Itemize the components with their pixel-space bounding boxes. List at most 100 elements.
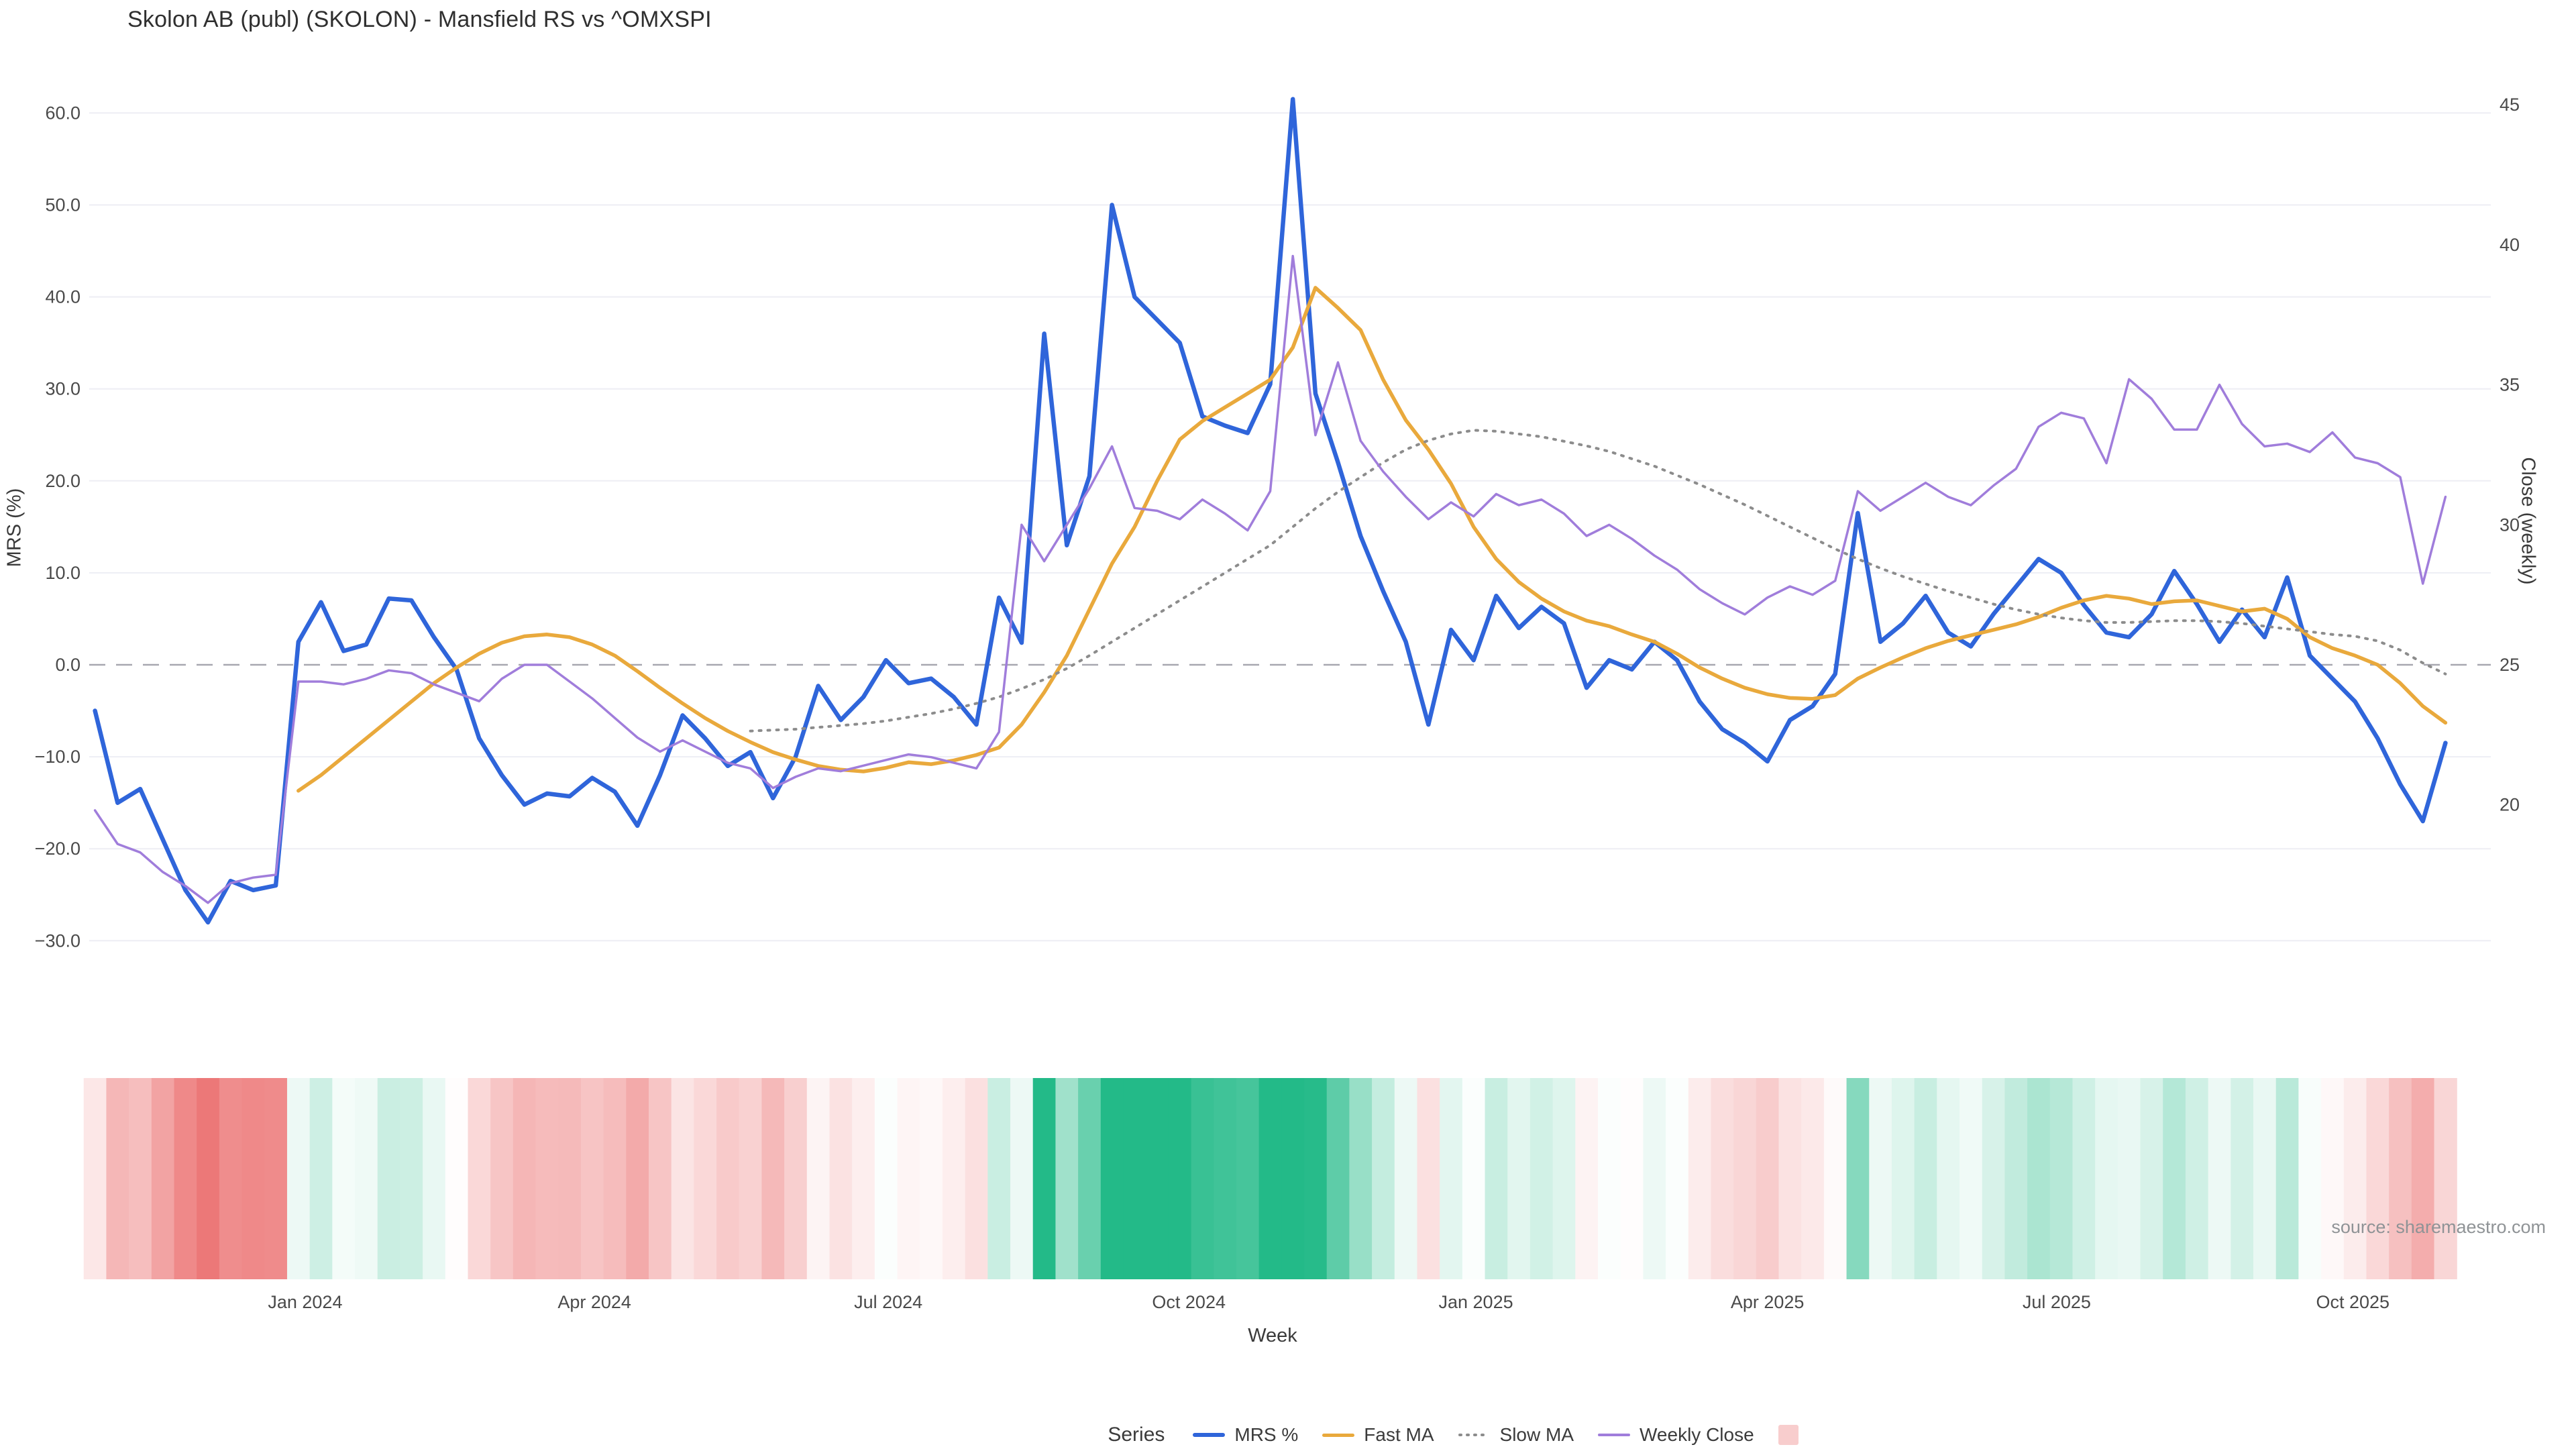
heatmap-cell xyxy=(920,1078,943,1279)
heatmap-cell xyxy=(2411,1078,2435,1279)
heatmap-cell xyxy=(264,1078,288,1279)
heatmap-cell xyxy=(649,1078,672,1279)
heatmap-cell xyxy=(2434,1078,2457,1279)
heatmap-cell xyxy=(106,1078,129,1279)
heatmap-cell xyxy=(1440,1078,1463,1279)
heatmap-cell xyxy=(1032,1078,1057,1279)
right-axis-tick-label: 45 xyxy=(2500,95,2520,115)
heatmap-cell xyxy=(1191,1078,1214,1279)
legend-item-label: Weekly Close xyxy=(1640,1424,1754,1445)
heatmap-cell xyxy=(1100,1078,1124,1279)
heatmap-cell xyxy=(2049,1078,2074,1279)
heatmap-swatch-icon xyxy=(1778,1425,1799,1445)
left-axis-tick-label: −20.0 xyxy=(35,839,80,859)
weekly-close-line xyxy=(93,254,2447,904)
heatmap-cell xyxy=(1214,1078,1237,1279)
heatmap-cell xyxy=(1960,1078,1983,1279)
heatmap-cell xyxy=(1666,1078,1689,1279)
heatmap-cell xyxy=(1417,1078,1440,1279)
heatmap-cell xyxy=(1620,1078,1644,1279)
legend-item-weekly-close[interactable]: Weekly Close xyxy=(1598,1424,1754,1446)
heatmap-cell xyxy=(1258,1078,1282,1279)
x-axis-tick-label: Oct 2024 xyxy=(1152,1292,1226,1312)
legend-title: Series xyxy=(1108,1424,1165,1446)
heatmap-cell xyxy=(2185,1078,2209,1279)
x-axis-tick-label: Apr 2025 xyxy=(1731,1292,1805,1312)
heatmap-cell xyxy=(2027,1078,2051,1279)
heatmap-cell xyxy=(626,1078,649,1279)
heatmap-cell xyxy=(942,1078,966,1279)
heatmap-cell xyxy=(1756,1078,1780,1279)
heatmap-cell xyxy=(355,1078,378,1279)
legend-item-fast-ma[interactable]: Fast MA xyxy=(1322,1424,1434,1446)
heatmap-cell xyxy=(852,1078,875,1279)
heatmap-cell xyxy=(1597,1078,1621,1279)
source-note: source: sharemaestro.com xyxy=(2331,1217,2546,1237)
heatmap-cell xyxy=(332,1078,356,1279)
heatmap-cell xyxy=(1643,1078,1666,1279)
heatmap-cell xyxy=(309,1078,333,1279)
heatmap-cell xyxy=(1914,1078,1937,1279)
legend-item-mrs[interactable]: MRS % xyxy=(1193,1424,1298,1446)
heatmap-cell xyxy=(784,1078,808,1279)
heatmap-cell xyxy=(1281,1078,1305,1279)
heatmap-cell xyxy=(671,1078,694,1279)
left-axis-title: MRS (%) xyxy=(3,488,25,568)
heatmap-cell xyxy=(1078,1078,1102,1279)
heatmap-cell xyxy=(694,1078,717,1279)
heatmap-cell xyxy=(445,1078,469,1279)
heatmap-cell xyxy=(174,1078,197,1279)
heatmap-cell xyxy=(423,1078,446,1279)
right-axis-title: Close (weekly) xyxy=(2517,457,2539,585)
heatmap-cell xyxy=(197,1078,220,1279)
heatmap-cell xyxy=(377,1078,401,1279)
heatmap-cell xyxy=(2253,1078,2277,1279)
heatmap-cell xyxy=(1552,1078,1576,1279)
heatmap-cell xyxy=(1846,1078,1870,1279)
left-axis-tick-label: 50.0 xyxy=(45,195,80,215)
heatmap-cell xyxy=(874,1078,898,1279)
heatmap-cell xyxy=(2140,1078,2163,1279)
heatmap-cell xyxy=(761,1078,785,1279)
heatmap-cell xyxy=(739,1078,763,1279)
heatmap-cell xyxy=(2208,1078,2231,1279)
heatmap-cell xyxy=(490,1078,514,1279)
heatmap-cell xyxy=(2343,1078,2367,1279)
weekly-close-line-swatch-icon xyxy=(1598,1434,1630,1436)
legend-item-heatmap[interactable] xyxy=(1778,1425,1799,1445)
heatmap-cell xyxy=(1529,1078,1554,1279)
x-axis-tick-label: Apr 2024 xyxy=(557,1292,631,1312)
heatmap-cell xyxy=(829,1078,853,1279)
heatmap-cell xyxy=(2163,1078,2186,1279)
right-axis-tick-label: 30 xyxy=(2500,515,2520,535)
heatmap-cell xyxy=(83,1078,107,1279)
heatmap-cell xyxy=(129,1078,152,1279)
heatmap-cell xyxy=(987,1078,1011,1279)
right-axis-tick-label: 25 xyxy=(2500,655,2520,675)
heatmap-cell xyxy=(897,1078,920,1279)
heatmap-cell xyxy=(2366,1078,2390,1279)
left-axis-tick-label: 20.0 xyxy=(45,471,80,491)
heatmap-cell xyxy=(2321,1078,2345,1279)
heatmap-cell xyxy=(1485,1078,1508,1279)
heatmap-cell xyxy=(2275,1078,2299,1279)
heatmap-cell xyxy=(1575,1078,1599,1279)
heatmap-cell xyxy=(286,1078,311,1279)
right-axis-tick-label: 35 xyxy=(2500,375,2520,395)
slow-ma-line xyxy=(749,429,2447,733)
heatmap-cell xyxy=(1146,1078,1169,1279)
heatmap-cell xyxy=(1055,1078,1079,1279)
heatmap-cell xyxy=(716,1078,740,1279)
heatmap-cell xyxy=(1123,1078,1146,1279)
heatmap-cell xyxy=(1507,1078,1531,1279)
legend-item-slow-ma[interactable]: Slow MA xyxy=(1458,1424,1574,1446)
heatmap-cell xyxy=(1891,1078,1915,1279)
heatmap-cell xyxy=(219,1078,243,1279)
right-axis-tick-label: 40 xyxy=(2500,235,2520,255)
heatmap-cell xyxy=(965,1078,988,1279)
heatmap-cell xyxy=(1711,1078,1734,1279)
x-axis-tick-label: Jan 2024 xyxy=(268,1292,342,1312)
fast-ma-line-swatch-icon xyxy=(1322,1433,1355,1437)
